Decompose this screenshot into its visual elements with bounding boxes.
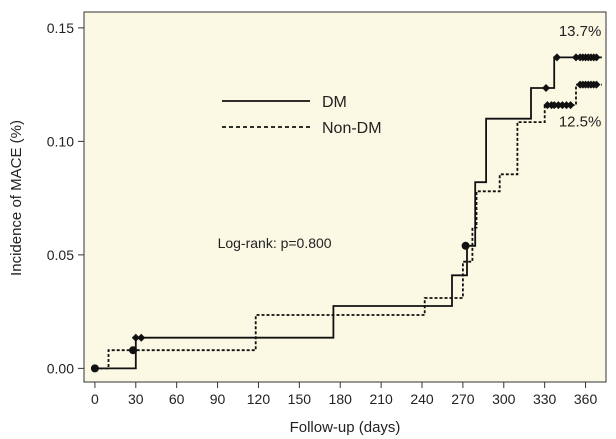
censor-mark-non-dm [562,101,571,110]
censor-mark-non-dm [554,101,563,110]
series-line-non-dm [94,83,602,370]
legend-nondm-label: Non-DM [322,120,382,137]
x-tick-label: 150 [288,391,312,407]
censor-mark-non-dm [566,101,575,110]
x-axis-title: Follow-up (days) [290,419,401,436]
x-tick-label: 120 [247,391,271,407]
dm-final-value-label: 13.7% [559,23,602,40]
censor-mark-dm [552,53,561,62]
series-line-dm [94,56,602,370]
x-tick-label: 180 [329,391,353,407]
event-marker-dm [461,241,470,250]
y-tick-label: 0.10 [47,133,74,149]
censor-mark-dm [131,333,140,342]
x-tick-label: 300 [492,391,516,407]
x-tick-label: 30 [128,391,144,407]
censor-mark-dm [137,333,146,342]
series-layer [90,53,602,373]
y-axis: 0.00 0.05 0.10 0.15 [47,20,84,376]
legend: DM Non-DM [222,94,382,137]
censor-mark-non-dm [592,80,601,89]
x-tick-label: 210 [369,391,393,407]
y-tick-label: 0.05 [47,247,74,263]
censor-mark-non-dm [558,101,567,110]
nondm-final-value-label: 12.5% [559,114,602,131]
x-tick-label: 90 [210,391,226,407]
y-tick-label: 0.15 [47,20,74,36]
y-axis-title: Incidence of MACE (%) [8,120,25,276]
x-tick-label: 0 [91,391,99,407]
censor-mark-non-dm [550,101,559,110]
x-tick-label: 240 [410,391,434,407]
censor-mark-non-dm [543,101,552,110]
annotations: Log-rank: p=0.800 13.7% 12.5% [218,23,602,251]
censor-mark-dm [542,84,551,93]
event-marker-non-dm [129,346,138,355]
x-tick-label: 270 [451,391,475,407]
log-rank-annotation: Log-rank: p=0.800 [218,235,332,251]
plot-area [83,11,607,383]
x-tick-label: 330 [533,391,557,407]
legend-dm-label: DM [322,94,347,111]
censor-mark-dm [592,53,601,62]
x-tick-label: 360 [574,391,598,407]
y-tick-label: 0.00 [47,360,74,376]
censor-mark-dm [572,53,581,62]
x-tick-label: 60 [169,391,185,407]
x-axis: 0 30 60 90 120 150 180 210 240 270 300 330 360 [91,382,597,407]
